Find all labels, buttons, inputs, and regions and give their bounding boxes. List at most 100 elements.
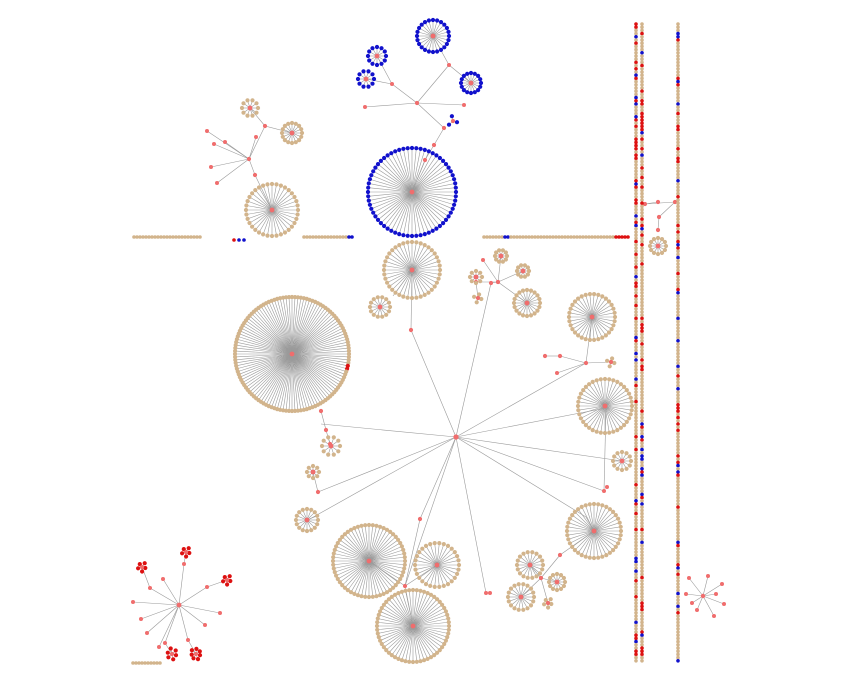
leaf-node: [549, 601, 554, 607]
leaf-node: [315, 465, 320, 470]
leaf-node: [449, 579, 454, 584]
column-node: [634, 393, 638, 398]
leaf-node: [292, 295, 298, 300]
graph-edge: [254, 174, 273, 211]
leaf-node: [624, 466, 629, 471]
leaf-node: [535, 308, 540, 313]
leaf-node: [442, 641, 447, 647]
column-node: [640, 319, 644, 324]
column-node: [640, 377, 644, 382]
graph-edge: [377, 621, 414, 627]
column-node: [640, 159, 644, 164]
leaf-node: [409, 233, 415, 239]
leaf-node: [414, 588, 419, 593]
leaf-node: [286, 295, 292, 300]
leaf-node: [587, 555, 592, 560]
row-node: [302, 235, 306, 239]
leaf-node: [391, 532, 396, 537]
column-node: [640, 156, 644, 161]
graph-edge: [235, 353, 293, 364]
graph-edge: [569, 312, 593, 318]
leaf-node: [659, 237, 665, 242]
column-node: [640, 543, 644, 548]
graph-edge: [242, 353, 293, 383]
graph-edge: [291, 353, 321, 404]
leaf-node: [517, 571, 523, 576]
graph-edge: [258, 187, 273, 211]
column-node: [640, 115, 644, 119]
leaf-node: [422, 20, 428, 25]
column-node: [640, 35, 644, 39]
leaf-node: [315, 474, 320, 479]
leaf-node: [611, 323, 616, 328]
leaf-node: [444, 25, 449, 31]
column-node: [634, 543, 638, 548]
row-node: [485, 235, 489, 239]
graph-edge: [592, 405, 606, 431]
graph-edge: [417, 35, 434, 41]
column-node: [634, 534, 638, 538]
graph-edge: [291, 353, 333, 395]
hub-node: [410, 623, 416, 629]
leaf-node: [537, 571, 543, 576]
column-node: [676, 79, 680, 84]
leaf-node: [366, 181, 371, 186]
column-node: [634, 447, 638, 452]
column-node: [676, 575, 680, 580]
leaf-node: [612, 454, 617, 459]
leaf-node: [570, 327, 575, 332]
row-node: [518, 235, 522, 239]
row-node: [350, 235, 354, 239]
graph-edge: [412, 596, 435, 627]
leaf-node: [393, 149, 398, 154]
leaf-node: [622, 423, 627, 428]
column-node: [634, 57, 638, 61]
column-node: [640, 38, 644, 42]
leaf-node: [357, 72, 362, 77]
column-node: [634, 220, 638, 225]
column-node: [640, 454, 644, 458]
leaf-node: [289, 191, 294, 196]
graph-edge: [604, 405, 622, 429]
leaf-node: [299, 127, 304, 132]
leaf-node: [173, 653, 179, 658]
graph-edge: [271, 209, 277, 236]
column-node: [634, 563, 638, 567]
leaf-node: [583, 292, 588, 297]
graph-edge: [455, 407, 607, 438]
graph-edge: [285, 297, 293, 355]
row-node: [146, 661, 150, 665]
leaf-node: [382, 58, 387, 63]
row-node: [581, 235, 585, 239]
row-node: [344, 235, 348, 239]
graph-edge: [412, 614, 448, 627]
leaf-node: [414, 659, 419, 664]
leaf-node: [375, 616, 380, 621]
leaf-node: [355, 593, 360, 598]
leaf-node: [629, 403, 635, 409]
leaf-node: [371, 312, 376, 317]
leaf-node: [417, 41, 422, 47]
column-node: [640, 268, 644, 273]
graph-edge: [604, 380, 614, 407]
column-node: [634, 364, 638, 369]
leaf-node: [587, 382, 592, 387]
column-node: [676, 169, 680, 173]
column-node: [634, 179, 638, 183]
column-node: [640, 451, 644, 455]
graph-edge: [271, 300, 293, 355]
graph-edge: [567, 526, 595, 532]
column-node: [640, 44, 644, 49]
column-node: [640, 163, 644, 167]
column-node: [676, 550, 680, 554]
row-node: [329, 235, 333, 239]
hub-node: [422, 157, 428, 163]
graph-edge: [411, 191, 426, 235]
column-node: [640, 652, 644, 657]
graph-edge: [434, 543, 438, 566]
graph-edge: [224, 141, 250, 160]
column-node: [640, 348, 644, 353]
column-node: [676, 390, 680, 394]
leaf-node: [456, 567, 461, 572]
column-node: [676, 214, 680, 218]
